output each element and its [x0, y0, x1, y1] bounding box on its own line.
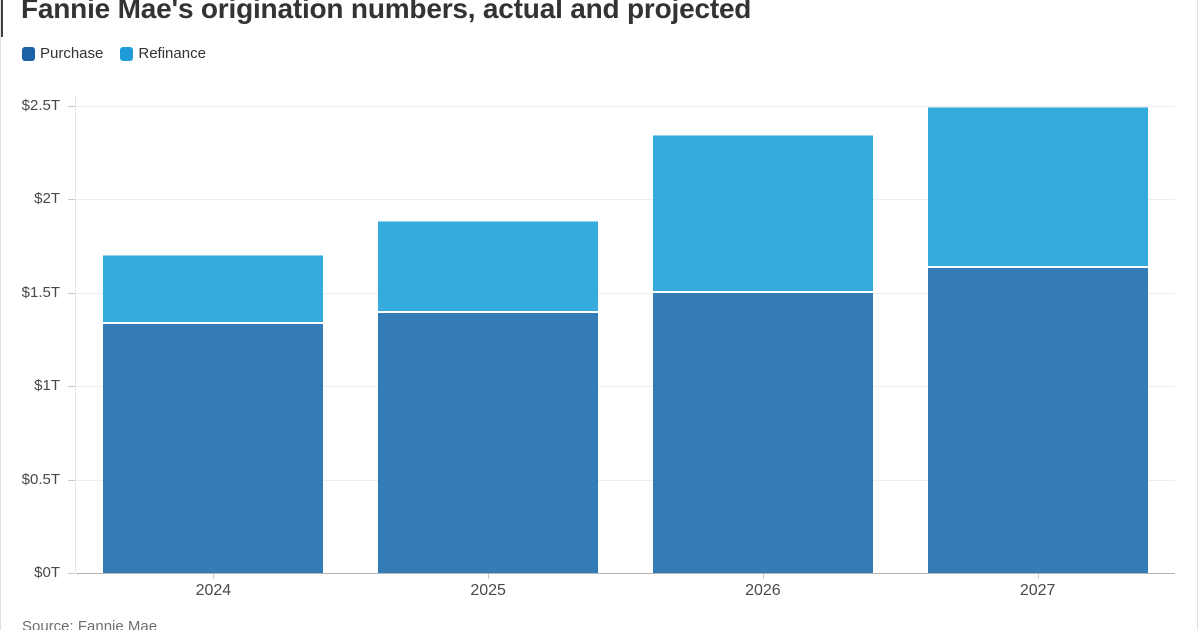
- x-axis-label-2026: 2026: [745, 582, 781, 599]
- stack-separator-2024: [103, 322, 324, 325]
- legend: Purchase Refinance: [22, 45, 206, 62]
- legend-item-purchase[interactable]: Purchase: [22, 45, 103, 62]
- chart-title: Fannie Mae's origination numbers, actual…: [21, 0, 752, 24]
- y-tick-$1T: [68, 386, 75, 387]
- gridline-$1.5T: [76, 292, 1175, 294]
- y-axis-label: $1.5T: [21, 283, 60, 301]
- x-axis-baseline: [76, 573, 1175, 574]
- right-border: [1197, 0, 1198, 630]
- y-tick-$1.5T: [68, 292, 75, 294]
- bar-segment-purchase-2025[interactable]: [378, 313, 599, 573]
- x-tick-2024: [213, 574, 215, 579]
- y-axis-label: $1T: [34, 377, 60, 394]
- gridline-$1T: [76, 386, 1175, 387]
- y-tick-$2T: [68, 199, 75, 200]
- bar-segment-purchase-2027[interactable]: [927, 268, 1148, 573]
- bar-segment-refinance-2025[interactable]: [378, 221, 599, 314]
- y-axis-label: $2T: [34, 190, 60, 207]
- stack-separator-2025: [378, 311, 599, 314]
- bar-segment-purchase-2024[interactable]: [103, 324, 324, 573]
- legend-label-purchase: Purchase: [40, 45, 104, 62]
- gridline-$2.5T: [76, 105, 1175, 107]
- gridline-$2T: [76, 199, 1175, 200]
- bar-segment-refinance-2024[interactable]: [103, 255, 324, 325]
- y-tick-$2.5T: [68, 105, 75, 107]
- x-tick-2026: [762, 574, 764, 579]
- x-axis-label-2027: 2027: [1019, 582, 1056, 599]
- source-note: Source: Fannie Mae: [22, 618, 158, 630]
- y-tick-$0T: [68, 573, 75, 574]
- refinance-swatch-icon: [120, 46, 134, 61]
- bar-segment-purchase-2026[interactable]: [652, 292, 873, 573]
- left-edge-accent: [1, 0, 3, 37]
- purchase-swatch-icon: [22, 46, 35, 61]
- y-axis-label: $0T: [34, 564, 60, 581]
- gridline-$0.5T: [76, 479, 1175, 481]
- y-axis-label: $2.5T: [21, 96, 60, 114]
- y-tick-$0.5T: [68, 479, 75, 481]
- bar-segment-refinance-2027[interactable]: [927, 107, 1148, 269]
- y-axis-label: $0.5T: [21, 470, 60, 488]
- legend-item-refinance[interactable]: Refinance: [120, 45, 206, 62]
- legend-label-refinance: Refinance: [138, 45, 206, 62]
- x-tick-2027: [1037, 574, 1039, 579]
- bar-segment-refinance-2026[interactable]: [652, 135, 873, 293]
- stack-separator-2027: [927, 266, 1148, 269]
- y-axis-line: [75, 95, 76, 573]
- x-tick-2025: [488, 574, 490, 579]
- x-axis-label-2024: 2024: [195, 582, 232, 599]
- stack-separator-2026: [652, 290, 873, 293]
- x-axis-label-2025: 2025: [470, 582, 506, 599]
- left-border: [0, 0, 1, 630]
